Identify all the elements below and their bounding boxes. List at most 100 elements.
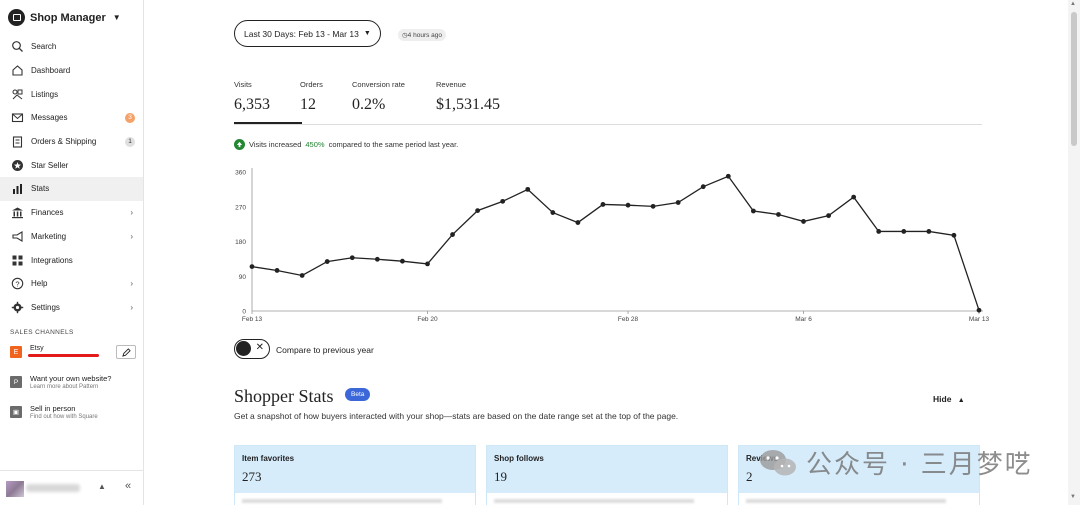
scroll-thumb[interactable] — [1071, 12, 1077, 146]
metric-tab-orders[interactable]: Orders 12 — [300, 80, 323, 114]
card-label: Shop follows — [494, 454, 544, 463]
metric-label: Visits — [234, 80, 252, 89]
date-range-label: Last 30 Days: Feb 13 - Mar 13 — [244, 28, 359, 39]
hide-button[interactable]: Hide ▲ — [933, 394, 965, 404]
square-icon: ▣ — [10, 406, 22, 418]
data-point[interactable] — [700, 184, 706, 190]
card-value: 19 — [494, 469, 507, 484]
data-point[interactable] — [374, 256, 380, 262]
sidebar-item-stats[interactable]: Stats — [0, 177, 143, 201]
sidebar-item-finances[interactable]: Finances › — [0, 201, 143, 225]
sales-channel-etsy[interactable]: E Etsy — [10, 345, 136, 363]
sidebar-item-help[interactable]: ? Help › — [0, 272, 143, 296]
collapse-sidebar-icon[interactable]: « — [125, 480, 132, 492]
data-point[interactable] — [725, 173, 731, 179]
metric-value: 6,353 — [234, 96, 270, 113]
metric-label: Orders — [300, 80, 323, 89]
card-blurred-text — [242, 499, 442, 503]
data-point[interactable] — [299, 273, 305, 278]
account-menu-up-icon[interactable]: ▲ — [98, 482, 106, 491]
sidebar-item-orders-shipping[interactable]: Orders & Shipping 1 — [0, 130, 143, 154]
avatar[interactable] — [6, 481, 24, 497]
data-point[interactable] — [876, 229, 882, 234]
promo-title: Want your own website? — [30, 374, 112, 383]
insight-prefix: Visits increased — [249, 140, 302, 149]
data-point[interactable] — [274, 268, 280, 273]
data-point[interactable] — [926, 229, 932, 234]
bar-chart-icon — [11, 182, 24, 195]
compare-toggle[interactable]: ✕ — [234, 339, 270, 359]
stats-main: Last 30 Days: Feb 13 - Mar 13 ▼ ◷4 hours… — [144, 0, 1068, 505]
data-point[interactable] — [349, 255, 355, 261]
data-point[interactable] — [951, 232, 957, 238]
page-scrollbar[interactable]: ▲ ▼ — [1068, 0, 1080, 505]
user-name-blurred — [26, 484, 80, 492]
shop-manager-menu[interactable]: Shop Manager ▼ — [8, 9, 121, 26]
metric-label: Revenue — [436, 80, 467, 89]
data-point[interactable] — [776, 212, 781, 217]
sidebar-item-label: Star Seller — [31, 160, 69, 170]
data-point[interactable] — [750, 208, 756, 214]
sidebar-item-messages[interactable]: Messages 3 — [0, 106, 143, 130]
sidebar-item-star-seller[interactable]: Star Seller — [0, 153, 143, 177]
sidebar: Shop Manager ▼ Search Dashboard Listings Me… — [0, 0, 144, 505]
card-blurred-text — [746, 499, 946, 503]
metrics-tabs: Visits 6,353 Orders 12 Conversion rate 0… — [234, 80, 982, 125]
sidebar-item-search[interactable]: Search — [0, 35, 143, 59]
data-point[interactable] — [450, 232, 455, 237]
edit-channel-button[interactable] — [116, 345, 136, 359]
y-tick-label: 360 — [235, 170, 246, 177]
metric-value: 12 — [300, 96, 316, 113]
visits-series-line — [251, 175, 980, 311]
data-point[interactable] — [901, 229, 907, 234]
grid-icon — [11, 254, 24, 267]
data-point[interactable] — [675, 200, 681, 205]
sidebar-item-label: Orders & Shipping — [31, 137, 97, 147]
scroll-down-icon[interactable]: ▼ — [1070, 494, 1076, 500]
data-point[interactable] — [826, 213, 831, 219]
metric-value: $1,531.45 — [436, 96, 500, 113]
sidebar-item-label: Dashboard — [31, 66, 71, 76]
data-point[interactable] — [650, 203, 656, 209]
data-point[interactable] — [851, 194, 857, 200]
clipboard-icon — [11, 135, 24, 148]
data-point[interactable] — [625, 202, 631, 208]
search-icon — [11, 40, 24, 53]
data-point[interactable] — [525, 186, 531, 192]
data-point[interactable] — [400, 258, 405, 264]
sidebar-item-label: Stats — [31, 184, 50, 194]
metric-tab-conversion[interactable]: Conversion rate 0.2% — [352, 80, 405, 114]
metric-tab-visits[interactable]: Visits 6,353 — [234, 80, 302, 124]
data-point[interactable] — [324, 259, 330, 264]
card-value: 2 — [746, 469, 753, 484]
card-item-favorites[interactable]: Item favorites 273 — [234, 445, 476, 505]
sidebar-item-marketing[interactable]: Marketing › — [0, 225, 143, 249]
chevron-right-icon: › — [130, 208, 133, 218]
etsy-icon: E — [10, 346, 22, 358]
shop-manager-title: Shop Manager — [30, 11, 106, 24]
scroll-up-icon[interactable]: ▲ — [1070, 1, 1076, 7]
data-point[interactable] — [249, 264, 255, 269]
data-point[interactable] — [500, 198, 506, 204]
sidebar-item-dashboard[interactable]: Dashboard — [0, 59, 143, 83]
data-point[interactable] — [976, 307, 982, 313]
y-tick-label: 90 — [239, 274, 247, 281]
data-point[interactable] — [475, 208, 481, 214]
metric-tab-revenue[interactable]: Revenue $1,531.45 — [436, 80, 500, 114]
home-icon — [11, 64, 24, 77]
card-shop-follows[interactable]: Shop follows 19 — [486, 445, 728, 505]
metric-value: 0.2% — [352, 96, 386, 113]
redaction-mark — [28, 354, 99, 357]
active-tab-indicator — [234, 122, 302, 124]
sidebar-item-integrations[interactable]: Integrations — [0, 248, 143, 272]
data-point[interactable] — [550, 210, 556, 215]
data-point[interactable] — [425, 261, 430, 267]
data-point[interactable] — [600, 202, 606, 207]
data-point[interactable] — [575, 220, 581, 225]
date-range-dropdown[interactable]: Last 30 Days: Feb 13 - Mar 13 ▼ — [234, 20, 381, 47]
help-icon: ? — [11, 277, 24, 290]
sidebar-item-listings[interactable]: Listings — [0, 82, 143, 106]
sidebar-item-label: Settings — [31, 302, 60, 312]
sidebar-item-settings[interactable]: Settings › — [0, 296, 143, 320]
data-point[interactable] — [801, 219, 806, 224]
